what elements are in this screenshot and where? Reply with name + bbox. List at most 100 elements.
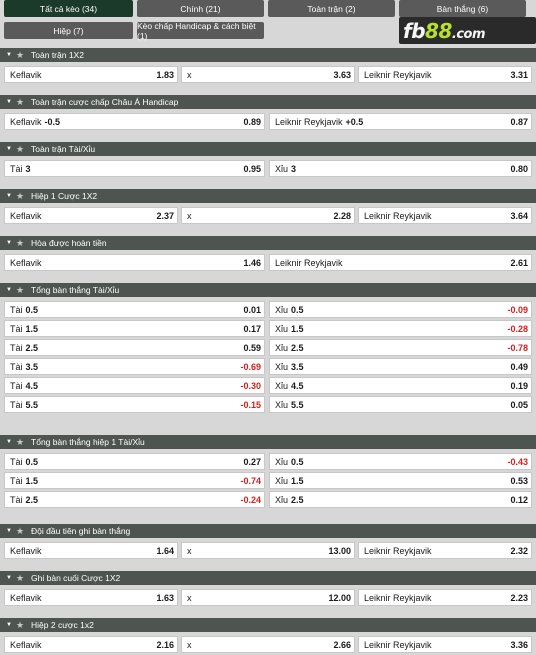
odds-button[interactable]: Tài 3.5 -0.69: [4, 358, 265, 375]
collapse-arrow-icon[interactable]: ▼: [6, 146, 12, 152]
market-doi-dau-tien-ghi-ban-thang: ▼ ★ Đội đầu tiên ghi bàn thắng Keflavik 1.64…: [0, 524, 536, 561]
tab-handicap[interactable]: Kèo chấp Handicap & cách biệt (1): [137, 21, 264, 41]
odds-button[interactable]: Keflavik 1.64: [4, 542, 178, 559]
favorite-star-icon[interactable]: ★: [15, 619, 25, 630]
selection-label: x: [187, 211, 192, 221]
odds-button[interactable]: Xỉu 3 0.80: [269, 160, 532, 177]
odds-button[interactable]: Xỉu 1.5 0.53: [269, 472, 532, 489]
odds-button[interactable]: Keflavik -0.5 0.89: [4, 113, 265, 130]
section-header[interactable]: ▼ ★ Hiệp 1 Cược 1X2: [0, 189, 536, 203]
odds-button[interactable]: x 3.63: [181, 66, 355, 83]
selection-name: x: [187, 210, 192, 221]
section-header[interactable]: ▼ ★ Ghi bàn cuối Cược 1X2: [0, 571, 536, 585]
odds-button[interactable]: Tài 0.5 0.01: [4, 301, 265, 318]
odds-button[interactable]: Keflavik 1.63: [4, 589, 178, 606]
odds-button[interactable]: Leiknir Reykjavik +0.5 0.87: [269, 113, 532, 130]
section-header[interactable]: ▼ ★ Toàn trận 1X2: [0, 48, 536, 62]
section-header[interactable]: ▼ ★ Tổng bàn thắng Tài/Xỉu: [0, 283, 536, 297]
selection-label: Tài 1.5: [10, 324, 38, 334]
collapse-arrow-icon[interactable]: ▼: [6, 287, 12, 293]
odds-button[interactable]: Tài 4.5 -0.30: [4, 377, 265, 394]
odds-value: -0.30: [240, 380, 261, 391]
odds-button[interactable]: Keflavik 2.37: [4, 207, 178, 224]
odds-row: Tài 1.5 0.17 Xỉu 1.5 -0.28: [0, 320, 536, 339]
odds-button[interactable]: Keflavik 2.16: [4, 636, 178, 653]
odds-button[interactable]: Tài 1.5 -0.74: [4, 472, 265, 489]
section-header[interactable]: ▼ ★ Toàn trận cược chấp Châu Á Handicap: [0, 95, 536, 109]
selection-label: Xỉu 4.5: [275, 381, 304, 391]
odds-button[interactable]: Xỉu 0.5 -0.09: [269, 301, 532, 318]
odds-button[interactable]: Keflavik 1.83: [4, 66, 178, 83]
collapse-arrow-icon[interactable]: ▼: [6, 439, 12, 445]
favorite-star-icon[interactable]: ★: [15, 525, 25, 536]
handicap-value: 2.5: [25, 342, 39, 353]
odds-button[interactable]: Leiknir Reykjavik 3.31: [358, 66, 532, 83]
favorite-star-icon[interactable]: ★: [15, 572, 25, 583]
favorite-star-icon[interactable]: ★: [15, 190, 25, 201]
section-header[interactable]: ▼ ★ Toàn trận Tài/Xỉu: [0, 142, 536, 156]
odds-button[interactable]: Leiknir Reykjavik 2.61: [269, 254, 532, 271]
odds-button[interactable]: Tài 2.5 0.59: [4, 339, 265, 356]
market-tong-ban-thang-hiep-1-tai-xiu: ▼ ★ Tổng bàn thắng hiệp 1 Tài/Xỉu Tài 0.5 0.2…: [0, 435, 536, 510]
favorite-star-icon[interactable]: ★: [15, 49, 25, 60]
odds-value: 0.89: [243, 116, 261, 127]
odds-button[interactable]: Tài 0.5 0.27: [4, 453, 265, 470]
odds-button[interactable]: Xỉu 3.5 0.49: [269, 358, 532, 375]
odds-button[interactable]: Tài 2.5 -0.24: [4, 491, 265, 508]
odds-value: 0.49: [510, 361, 528, 372]
favorite-star-icon[interactable]: ★: [15, 237, 25, 248]
collapse-arrow-icon[interactable]: ▼: [6, 99, 12, 105]
odds-button[interactable]: Xỉu 2.5 0.12: [269, 491, 532, 508]
odds-button[interactable]: Tài 3 0.95: [4, 160, 265, 177]
favorite-star-icon[interactable]: ★: [15, 436, 25, 447]
odds-button[interactable]: Xỉu 0.5 -0.43: [269, 453, 532, 470]
tab-full-match[interactable]: Toàn trận (2): [268, 0, 395, 17]
favorite-star-icon[interactable]: ★: [15, 284, 25, 295]
odds-button[interactable]: x 2.28: [181, 207, 355, 224]
odds-row: Keflavik 2.16 x 2.66 Leiknir Reykjavik 3.36: [0, 636, 536, 655]
odds-button[interactable]: Keflavik 1.46: [4, 254, 265, 271]
collapse-arrow-icon[interactable]: ▼: [6, 575, 12, 581]
tab-main[interactable]: Chính (21): [137, 0, 264, 17]
section-header[interactable]: ▼ ★ Hiệp 2 cược 1x2: [0, 618, 536, 632]
odds-button[interactable]: Leiknir Reykjavik 2.32: [358, 542, 532, 559]
handicap-value: 5.5: [25, 399, 39, 410]
section-header[interactable]: ▼ ★ Hòa được hoàn tiền: [0, 236, 536, 250]
odds-button[interactable]: x 2.66: [181, 636, 355, 653]
collapse-arrow-icon[interactable]: ▼: [6, 193, 12, 199]
favorite-star-icon[interactable]: ★: [15, 96, 25, 107]
section-title: Toàn trận Tài/Xỉu: [31, 144, 96, 154]
favorite-star-icon[interactable]: ★: [15, 143, 25, 154]
odds-button[interactable]: Leiknir Reykjavik 2.23: [358, 589, 532, 606]
section-header[interactable]: ▼ ★ Đội đầu tiên ghi bàn thắng: [0, 524, 536, 538]
odds-button[interactable]: Leiknir Reykjavik 3.36: [358, 636, 532, 653]
collapse-arrow-icon[interactable]: ▼: [6, 52, 12, 58]
selection-name: x: [187, 545, 192, 556]
selection-name: Xỉu: [275, 342, 289, 353]
odds-button[interactable]: Xỉu 1.5 -0.28: [269, 320, 532, 337]
section-title: Toàn trận 1X2: [31, 50, 84, 60]
tab-all-markets[interactable]: Tất cả kèo (34): [4, 0, 133, 17]
tab-goals[interactable]: Bàn thắng (6): [399, 0, 526, 17]
odds-button[interactable]: Xỉu 5.5 0.05: [269, 396, 532, 413]
odds-row: Tài 2.5 0.59 Xỉu 2.5 -0.78: [0, 339, 536, 358]
odds-button[interactable]: Leiknir Reykjavik 3.64: [358, 207, 532, 224]
odds-button[interactable]: x 12.00: [181, 589, 355, 606]
odds-button[interactable]: Tài 1.5 0.17: [4, 320, 265, 337]
odds-row: Tài 1.5 -0.74 Xỉu 1.5 0.53: [0, 472, 536, 491]
handicap-value: 4.5: [291, 380, 304, 391]
selection-name: Xỉu: [275, 304, 289, 315]
tab-half[interactable]: Hiệp (7): [4, 22, 133, 39]
odds-button[interactable]: Tài 5.5 -0.15: [4, 396, 265, 413]
collapse-arrow-icon[interactable]: ▼: [6, 240, 12, 246]
selection-name: Tài: [10, 361, 23, 372]
odds-value: -0.24: [240, 494, 261, 505]
collapse-arrow-icon[interactable]: ▼: [6, 622, 12, 628]
collapse-arrow-icon[interactable]: ▼: [6, 528, 12, 534]
odds-button[interactable]: Xỉu 2.5 -0.78: [269, 339, 532, 356]
handicap-value: 2.5: [291, 342, 304, 353]
odds-button[interactable]: Xỉu 4.5 0.19: [269, 377, 532, 394]
section-header[interactable]: ▼ ★ Tổng bàn thắng hiệp 1 Tài/Xỉu: [0, 435, 536, 449]
selection-name: Tài: [10, 456, 23, 467]
odds-button[interactable]: x 13.00: [181, 542, 355, 559]
